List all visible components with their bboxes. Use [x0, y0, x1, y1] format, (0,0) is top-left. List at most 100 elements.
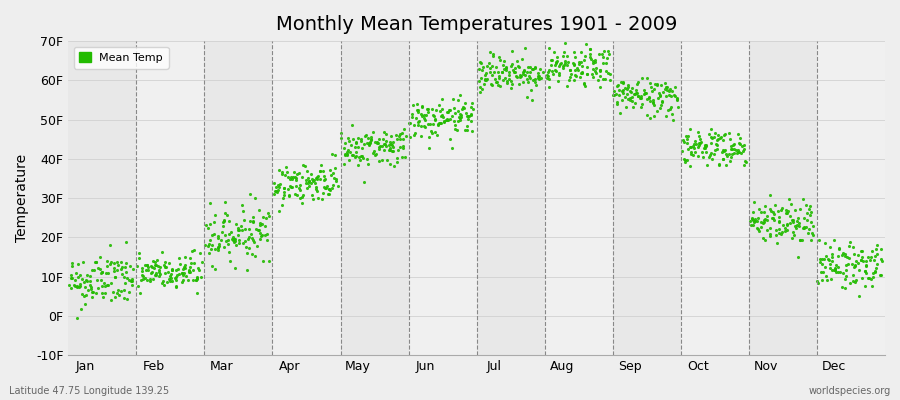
- Point: [483, 49, 498, 55]
- Point: [754, 208, 769, 215]
- Point: [797, 215, 812, 221]
- Point: [874, 272, 888, 278]
- Point: [842, 243, 857, 249]
- Point: [724, 154, 738, 160]
- Point: [580, 64, 594, 70]
- Point: [94, 277, 109, 284]
- Point: [266, 190, 281, 197]
- Point: [222, 218, 237, 224]
- Point: [357, 141, 372, 148]
- Point: [140, 261, 154, 268]
- Point: [489, 79, 503, 86]
- Point: [169, 276, 184, 283]
- Point: [443, 116, 457, 122]
- Point: [292, 185, 307, 191]
- Point: [788, 223, 803, 230]
- Point: [295, 194, 310, 200]
- Point: [859, 270, 873, 276]
- Point: [662, 86, 677, 92]
- Point: [148, 259, 162, 266]
- Point: [858, 268, 872, 274]
- Point: [646, 113, 661, 120]
- Point: [305, 196, 320, 202]
- Point: [823, 265, 837, 271]
- Point: [838, 253, 852, 259]
- Point: [557, 62, 572, 68]
- Point: [592, 68, 607, 74]
- Point: [176, 270, 191, 276]
- Point: [711, 162, 725, 168]
- Point: [100, 282, 114, 288]
- Point: [283, 183, 297, 189]
- Point: [122, 276, 137, 283]
- Point: [280, 168, 294, 175]
- Point: [173, 261, 187, 267]
- Point: [836, 270, 850, 276]
- Point: [516, 79, 530, 86]
- Point: [457, 100, 472, 106]
- Point: [751, 215, 765, 222]
- Point: [289, 177, 303, 183]
- Point: [591, 51, 606, 58]
- Point: [609, 99, 624, 105]
- Point: [497, 57, 511, 64]
- Point: [70, 315, 85, 321]
- Point: [670, 104, 685, 110]
- Point: [585, 60, 599, 66]
- Point: [178, 273, 193, 279]
- Point: [73, 282, 87, 289]
- Point: [586, 74, 600, 80]
- Point: [325, 185, 339, 192]
- Point: [575, 69, 590, 76]
- Point: [860, 258, 874, 264]
- Point: [711, 136, 725, 143]
- Point: [146, 258, 160, 264]
- Point: [520, 64, 535, 70]
- Point: [90, 265, 104, 271]
- Point: [789, 222, 804, 228]
- Point: [148, 272, 162, 278]
- Point: [778, 210, 793, 216]
- Point: [751, 224, 765, 231]
- Point: [104, 260, 118, 267]
- Point: [757, 218, 771, 225]
- Point: [720, 153, 734, 160]
- Point: [115, 270, 130, 277]
- Point: [623, 87, 637, 94]
- Point: [784, 201, 798, 207]
- Point: [157, 262, 171, 268]
- Point: [302, 178, 316, 184]
- Point: [133, 290, 148, 296]
- Point: [165, 267, 179, 273]
- Point: [119, 238, 133, 245]
- Point: [118, 280, 132, 286]
- Point: [415, 113, 429, 120]
- Point: [492, 75, 507, 81]
- Point: [176, 266, 190, 272]
- Point: [148, 272, 163, 278]
- Point: [520, 75, 535, 82]
- Point: [756, 235, 770, 241]
- Point: [733, 141, 747, 147]
- Point: [407, 132, 421, 138]
- Point: [414, 104, 428, 110]
- Point: [175, 269, 189, 276]
- Point: [148, 262, 163, 268]
- Point: [436, 114, 450, 120]
- Point: [760, 227, 774, 234]
- Point: [83, 278, 97, 284]
- Point: [147, 265, 161, 271]
- Point: [670, 96, 685, 103]
- Point: [751, 225, 765, 232]
- Point: [757, 217, 771, 223]
- Point: [654, 82, 669, 88]
- Point: [593, 67, 608, 74]
- Bar: [613, 41, 680, 355]
- Point: [586, 66, 600, 72]
- Point: [123, 262, 138, 269]
- Point: [814, 269, 829, 275]
- Point: [340, 147, 355, 154]
- Point: [667, 92, 681, 98]
- Point: [596, 76, 610, 82]
- Point: [190, 274, 204, 281]
